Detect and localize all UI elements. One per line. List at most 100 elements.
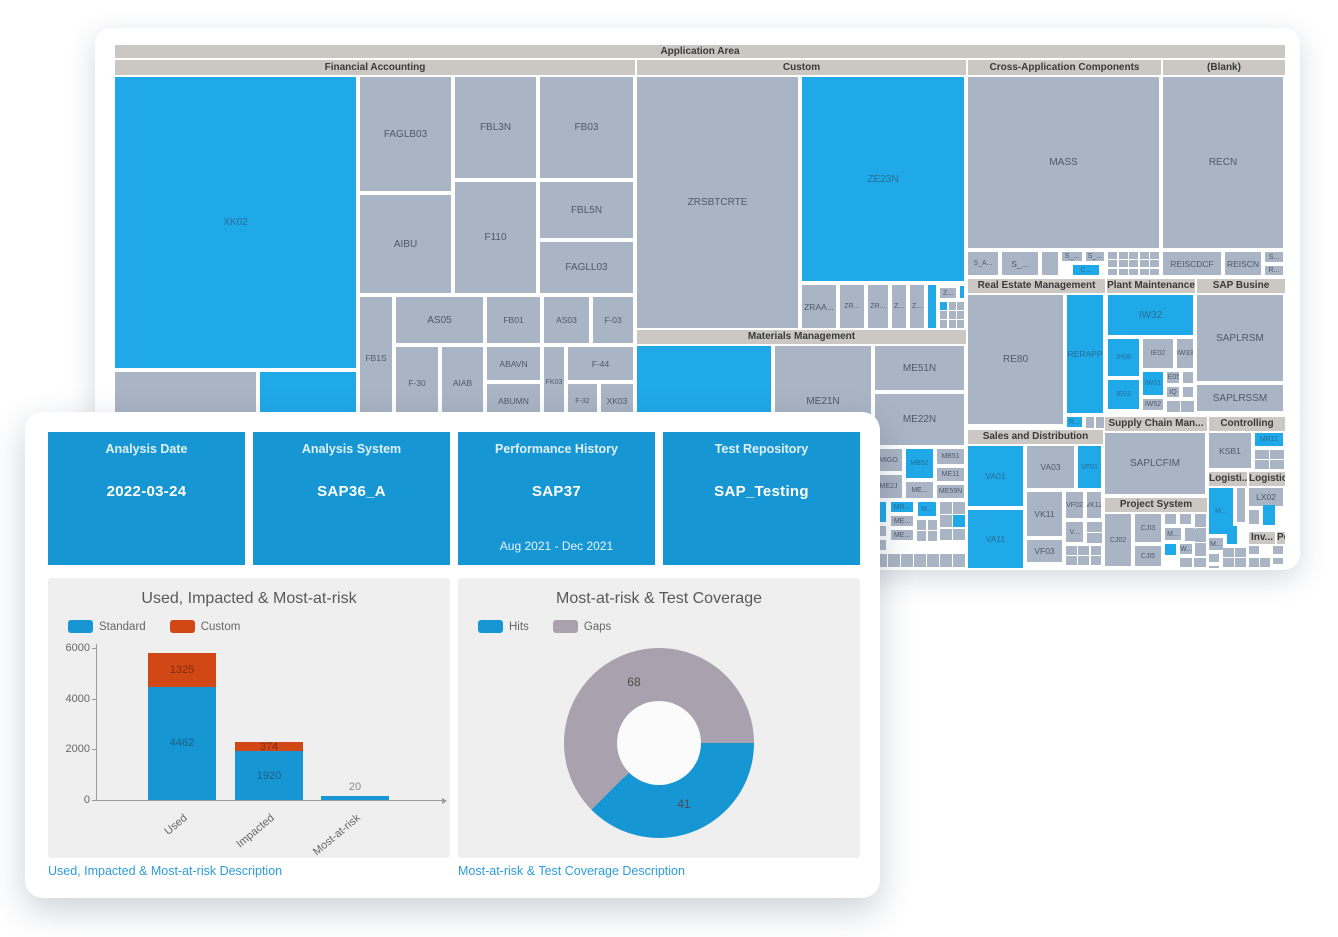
treemap-tile[interactable] xyxy=(927,520,937,530)
treemap-tile-f-30[interactable]: F-30 xyxy=(396,347,438,418)
donut-chart-description-link[interactable]: Most-at-risk & Test Coverage Description xyxy=(458,864,685,878)
treemap-tile[interactable] xyxy=(1108,252,1118,259)
treemap-tile[interactable] xyxy=(1095,417,1104,428)
treemap-tile[interactable] xyxy=(1086,417,1094,428)
treemap-tile-vf03[interactable]: VF03 xyxy=(1027,540,1062,562)
treemap-tile-m[interactable]: M... xyxy=(918,502,936,516)
treemap-tile-s[interactable]: S_... xyxy=(1062,252,1082,261)
treemap-tile-va03[interactable]: VA03 xyxy=(1027,446,1074,488)
treemap-tile[interactable] xyxy=(901,554,913,567)
treemap-tile-m[interactable] xyxy=(875,540,886,550)
legend-item-custom[interactable]: Custom xyxy=(169,620,240,633)
treemap-tile[interactable] xyxy=(1180,558,1192,567)
treemap-tile-me[interactable]: ME... xyxy=(906,482,933,498)
treemap-tile-z[interactable]: Z... xyxy=(940,288,956,298)
bar-impacted-standard[interactable] xyxy=(235,751,303,800)
treemap-tile-ksb1[interactable]: KSB1 xyxy=(1209,433,1251,468)
treemap-tile-abavn[interactable]: ABAVN xyxy=(487,347,540,380)
bar-impacted-custom[interactable] xyxy=(235,741,303,752)
treemap-tile[interactable] xyxy=(1090,556,1102,565)
treemap-tile[interactable] xyxy=(1263,505,1275,525)
treemap-tile[interactable] xyxy=(953,502,965,514)
treemap-tile[interactable] xyxy=(1223,558,1234,567)
treemap-tile[interactable] xyxy=(917,531,926,541)
treemap-tile[interactable] xyxy=(1139,268,1149,276)
treemap-tile[interactable] xyxy=(1118,252,1128,259)
treemap-tile[interactable] xyxy=(948,320,956,328)
treemap-tile[interactable] xyxy=(1087,533,1102,543)
treemap-tile-faglb03[interactable]: FAGLB03 xyxy=(360,77,451,191)
treemap-tile-fbl3n[interactable]: FBL3N xyxy=(455,77,536,178)
bar-chart-description-link[interactable]: Used, Impacted & Most-at-risk Descriptio… xyxy=(48,864,283,878)
treemap-tile-zr[interactable]: ZR... xyxy=(868,285,888,328)
treemap-tile[interactable] xyxy=(928,285,936,328)
legend-item-hits[interactable]: Hits xyxy=(478,620,529,633)
treemap-tile-me51n[interactable]: ME51N xyxy=(875,346,964,390)
treemap-tile-as05[interactable]: AS05 xyxy=(396,297,483,343)
treemap-tile-s[interactable]: S_... xyxy=(1086,252,1104,261)
treemap-tile-w[interactable] xyxy=(1209,566,1219,568)
treemap-tile[interactable] xyxy=(1150,268,1160,276)
treemap-tile[interactable] xyxy=(1066,546,1077,555)
treemap-tile[interactable] xyxy=(1196,528,1206,541)
treemap-tile-r[interactable]: R... xyxy=(1265,266,1283,275)
treemap-tile-rerapp[interactable]: RERAPP xyxy=(1067,295,1103,413)
treemap-tile-fk03[interactable]: FK03 xyxy=(544,347,564,418)
treemap-tile[interactable] xyxy=(1167,401,1180,412)
treemap-tile-me2j[interactable]: ME2J xyxy=(875,475,902,498)
treemap-tile[interactable] xyxy=(1090,546,1102,555)
bar-most-at-risk-standard[interactable] xyxy=(321,796,389,800)
treemap-tile[interactable] xyxy=(1129,260,1139,268)
treemap-tile-i[interactable] xyxy=(1249,546,1259,554)
treemap-tile[interactable] xyxy=(1139,260,1149,268)
treemap-tile[interactable] xyxy=(940,502,952,514)
treemap-tile[interactable] xyxy=(1260,558,1270,567)
treemap-tile-fbl5n[interactable]: FBL5N xyxy=(540,182,633,238)
treemap-tile-m[interactable]: M... xyxy=(1165,528,1181,540)
treemap-tile-fb03[interactable]: FB03 xyxy=(540,77,633,178)
treemap-tile-as03[interactable]: AS03 xyxy=(544,297,589,343)
treemap-tile[interactable] xyxy=(1185,528,1195,541)
treemap-tile-ie05[interactable]: IE05 xyxy=(1167,372,1179,383)
treemap-tile-c[interactable]: C... xyxy=(1073,265,1099,275)
treemap-tile-iw33[interactable]: IW33 xyxy=(1177,339,1193,368)
treemap-tile[interactable] xyxy=(1165,544,1176,555)
treemap-tile-me[interactable]: ME... xyxy=(891,530,913,540)
treemap-tile[interactable] xyxy=(875,502,886,522)
treemap-tile-saplrsm[interactable]: SAPLRSM xyxy=(1197,295,1283,381)
treemap-tile-lx02[interactable]: LX02 xyxy=(1249,488,1283,506)
treemap-tile[interactable] xyxy=(1195,543,1206,557)
treemap-tile[interactable] xyxy=(1139,252,1149,259)
treemap-tile-iw51[interactable]: IW51 xyxy=(1143,372,1163,395)
treemap-tile-v[interactable]: V... xyxy=(1066,522,1083,542)
treemap-tile[interactable] xyxy=(953,554,965,567)
treemap-tile-me11[interactable]: ME11 xyxy=(937,468,964,481)
treemap-tile[interactable] xyxy=(888,554,900,567)
treemap-tile-cj02[interactable]: CJ02 xyxy=(1105,514,1131,566)
treemap-tile[interactable] xyxy=(1227,526,1237,544)
treemap-tile-m[interactable] xyxy=(875,526,886,536)
treemap-tile[interactable] xyxy=(1249,558,1259,567)
treemap-tile-mass[interactable]: MASS xyxy=(968,77,1159,248)
treemap-tile[interactable] xyxy=(1108,268,1118,276)
treemap-tile[interactable] xyxy=(940,528,952,541)
treemap-tile-ie03[interactable]: IE03 xyxy=(1108,380,1139,409)
treemap-tile-c[interactable] xyxy=(1180,514,1191,524)
treemap-tile[interactable] xyxy=(875,554,887,567)
treemap-tile-r[interactable]: R... xyxy=(1067,417,1082,427)
treemap-tile[interactable] xyxy=(1223,548,1234,557)
treemap-tile-me22n[interactable]: ME22N xyxy=(875,394,964,445)
treemap-tile-a[interactable] xyxy=(1273,546,1283,554)
treemap-tile[interactable] xyxy=(1118,268,1128,276)
treemap-tile[interactable] xyxy=(1270,450,1284,459)
treemap-tile-re80[interactable]: RE80 xyxy=(968,295,1063,424)
treemap-tile-m[interactable]: M... xyxy=(1209,538,1223,550)
treemap-tile[interactable] xyxy=(1087,522,1102,532)
treemap-tile-vf01[interactable]: VF01 xyxy=(1078,446,1101,488)
treemap-tile-va11[interactable]: VA11 xyxy=(968,510,1023,568)
treemap-tile[interactable] xyxy=(957,302,965,310)
treemap-tile-aiab[interactable]: AIAB xyxy=(442,347,483,418)
treemap-tile-xk02[interactable]: XK02 xyxy=(115,77,356,368)
treemap-tile-iw32[interactable]: IW32 xyxy=(1108,295,1193,335)
treemap-tile-migo[interactable]: MIGO xyxy=(875,449,902,471)
